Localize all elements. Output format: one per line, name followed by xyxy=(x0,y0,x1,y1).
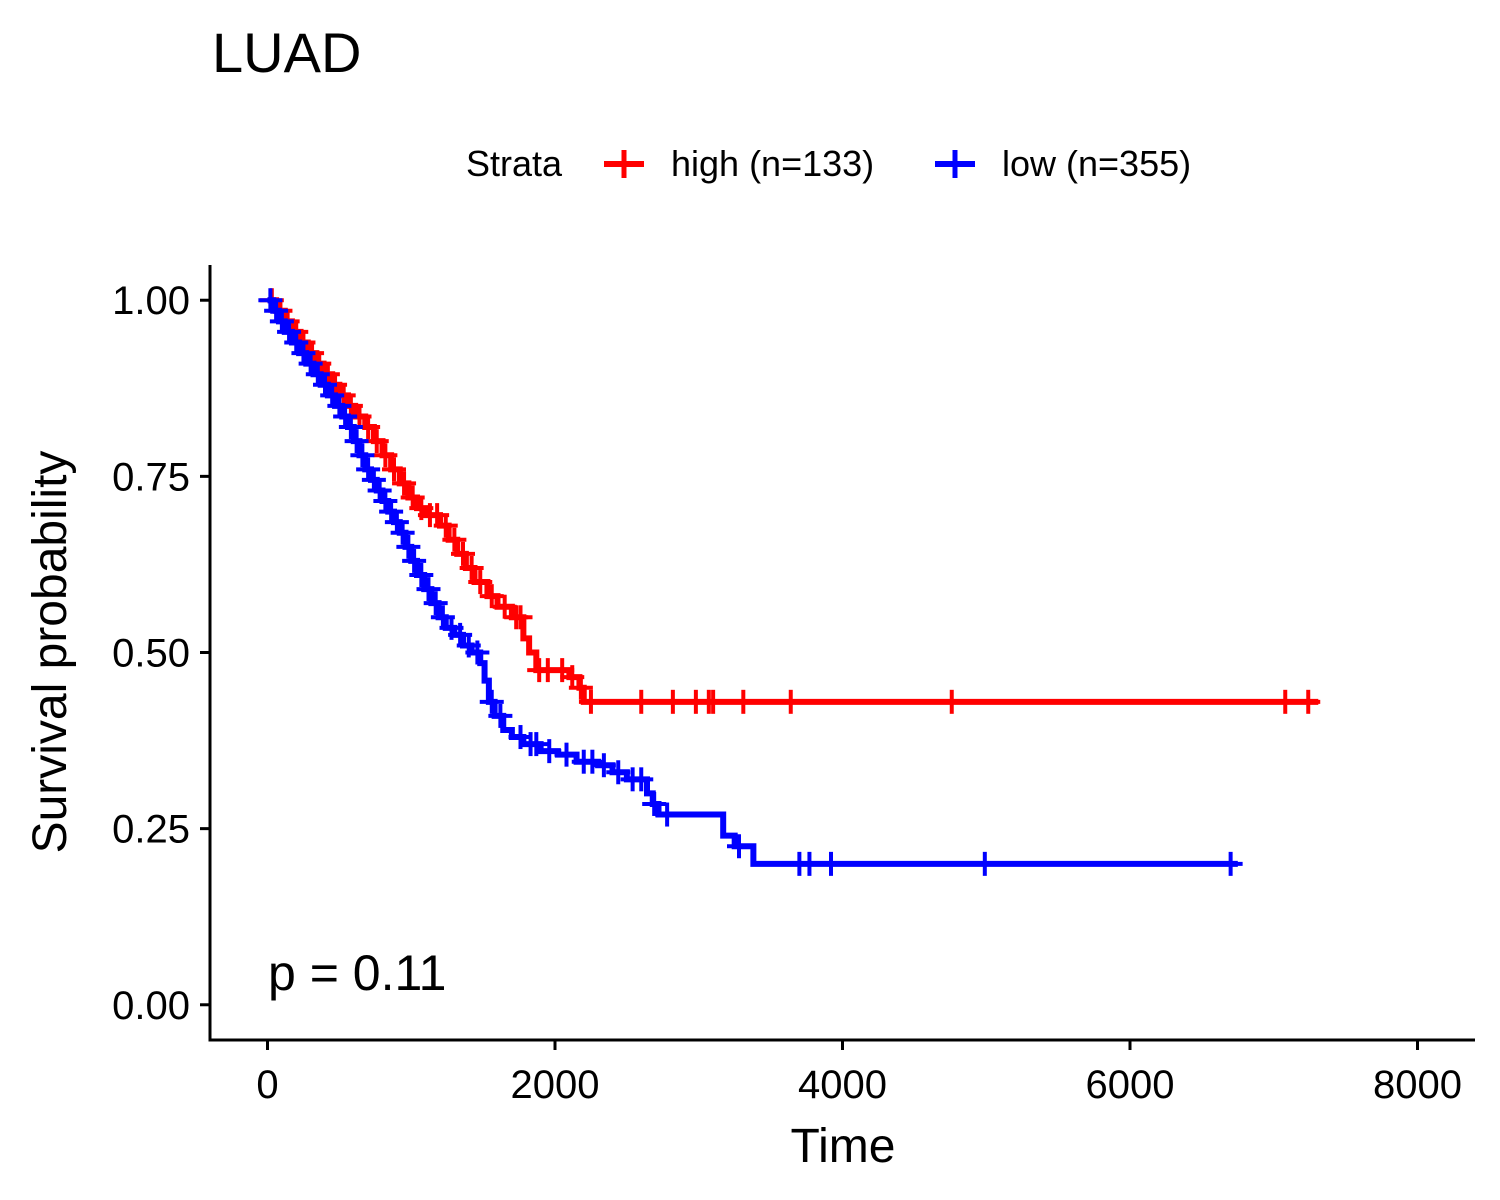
censor-mark xyxy=(508,605,533,630)
censor-mark xyxy=(367,478,392,503)
censor-mark xyxy=(655,802,680,827)
y-tick-label: 0.00 xyxy=(112,984,190,1028)
censor-mark xyxy=(333,404,358,429)
chart-title: LUAD xyxy=(212,21,361,84)
censor-mark xyxy=(797,851,822,876)
censor-mark xyxy=(423,591,448,616)
x-tick-label: 0 xyxy=(256,1063,278,1107)
censor-mark xyxy=(660,689,685,714)
series-high xyxy=(259,288,1321,714)
censor-mark xyxy=(778,689,803,714)
y-tick-label: 0.50 xyxy=(112,632,190,676)
series-low xyxy=(258,288,1243,876)
censor-mark xyxy=(373,489,398,514)
censor-mark xyxy=(373,443,398,468)
axes: 0.00 0.25 0.50 0.75 1.00 0 2000 4000 6000 8000 xyxy=(112,265,1475,1107)
censor-mark xyxy=(819,851,843,876)
p-value-annotation: p = 0.11 xyxy=(268,945,446,1001)
censor-mark xyxy=(939,689,964,714)
censor-mark xyxy=(344,429,369,454)
censor-mark xyxy=(356,457,381,482)
censor-mark xyxy=(701,689,726,714)
censor-mark xyxy=(1296,689,1321,714)
censor-mark xyxy=(390,520,415,545)
legend-item-low: low (n=355) xyxy=(935,143,1191,184)
series-layer xyxy=(258,288,1321,876)
censor-mark xyxy=(392,471,417,496)
y-tick-label: 0.75 xyxy=(112,455,190,499)
censor-mark xyxy=(972,851,997,876)
censor-mark xyxy=(451,541,475,566)
x-tick-label: 8000 xyxy=(1373,1063,1462,1107)
censor-mark xyxy=(554,742,579,767)
censor-mark xyxy=(629,767,654,792)
censor-mark xyxy=(338,415,363,440)
censor-mark xyxy=(327,393,352,418)
censor-mark xyxy=(416,577,441,602)
y-axis-label: Survival probability xyxy=(24,451,77,854)
censor-mark xyxy=(629,689,654,714)
censor-mark xyxy=(524,732,549,757)
censor-mark xyxy=(591,753,616,778)
censor-mark xyxy=(258,288,283,313)
censor-mark xyxy=(642,791,667,816)
y-tick-label: 0.25 xyxy=(112,808,190,852)
censor-mark xyxy=(606,760,631,785)
censor-mark xyxy=(350,443,375,468)
censor-mark xyxy=(1218,851,1243,876)
censor-mark xyxy=(731,689,756,714)
legend-title: Strata xyxy=(466,143,563,184)
legend-item-high: high (n=133) xyxy=(604,143,874,184)
censor-mark xyxy=(382,457,406,482)
censor-mark xyxy=(578,689,603,714)
censor-mark xyxy=(727,834,751,859)
x-axis-label: Time xyxy=(791,1120,896,1173)
censor-mark xyxy=(442,527,467,552)
censor-mark xyxy=(479,689,504,714)
censor-mark xyxy=(364,429,389,454)
censor-mark xyxy=(379,499,404,524)
censor-mark xyxy=(1273,689,1298,714)
censor-mark xyxy=(402,548,427,573)
censor-mark xyxy=(492,594,517,619)
censor-mark xyxy=(409,563,434,587)
censor-mark xyxy=(396,534,421,559)
censor-mark xyxy=(488,703,513,728)
y-tick-label: 1.00 xyxy=(112,279,190,323)
x-tick-label: 2000 xyxy=(511,1063,600,1107)
legend: Strata high (n=133) low (n=355) xyxy=(466,143,1191,184)
censor-mark xyxy=(537,739,562,764)
censor-mark xyxy=(384,510,409,535)
censor-mark xyxy=(580,749,605,774)
censor-mark xyxy=(568,675,593,700)
x-tick-label: 4000 xyxy=(798,1063,887,1107)
censor-mark xyxy=(479,584,504,609)
censor-mark xyxy=(433,513,458,538)
x-tick-label: 6000 xyxy=(1086,1063,1175,1107)
censor-mark xyxy=(459,555,484,580)
censor-mark xyxy=(468,570,493,595)
survival-curve-high xyxy=(267,297,1319,705)
censor-mark xyxy=(465,640,490,665)
survival-curve-low xyxy=(267,297,1238,867)
legend-label-high: high (n=133) xyxy=(671,143,874,184)
censor-mark xyxy=(361,467,386,492)
censor-mark xyxy=(264,298,289,323)
legend-label-low: low (n=355) xyxy=(1002,143,1191,184)
